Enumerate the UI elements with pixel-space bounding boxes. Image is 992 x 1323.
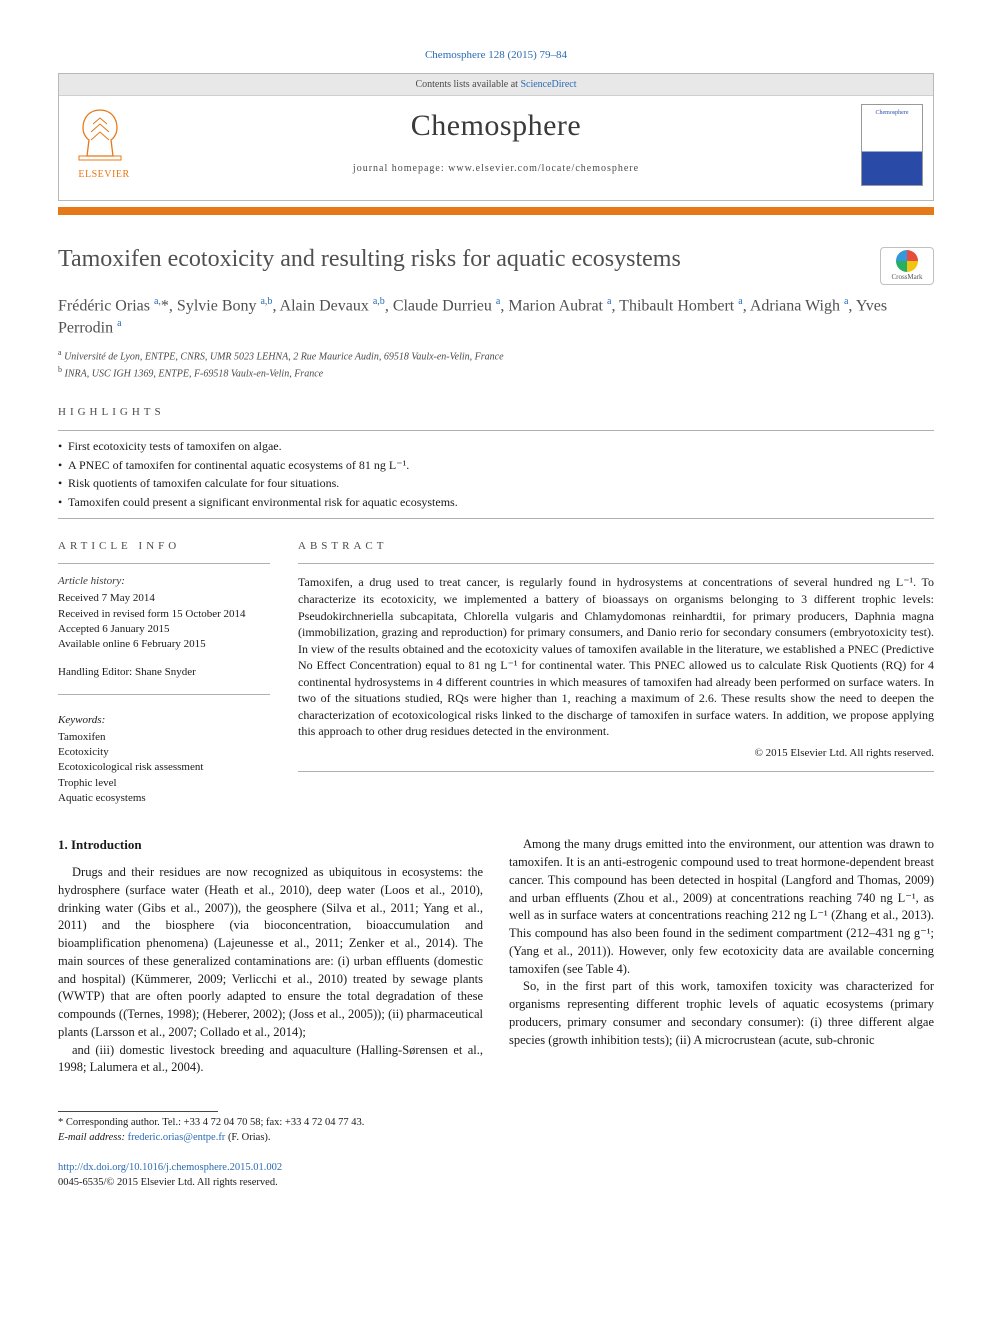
body-paragraph: Among the many drugs emitted into the en… (509, 836, 934, 978)
history-heading: Article history: (58, 574, 270, 589)
article-info-label: ARTICLE INFO (58, 539, 270, 554)
contents-strip: Contents lists available at ScienceDirec… (59, 74, 933, 96)
highlights-label: HIGHLIGHTS (58, 405, 934, 420)
rule (58, 694, 270, 695)
elsevier-logo: ELSEVIER (69, 104, 139, 184)
author-list: Frédéric Orias a,*, Sylvie Bony a,b, Ala… (58, 295, 934, 339)
rule (298, 771, 934, 772)
history-item: Accepted 6 January 2015 (58, 622, 270, 637)
abstract-column: ABSTRACT Tamoxifen, a drug used to treat… (298, 539, 934, 807)
journal-name: Chemosphere (59, 106, 933, 147)
history-item: Received in revised form 15 October 2014 (58, 607, 270, 622)
copyright-line: © 2015 Elsevier Ltd. All rights reserved… (298, 746, 934, 761)
rule (58, 563, 270, 564)
cover-thumb-title: Chemosphere (862, 105, 922, 117)
crossmark-label: CrossMark (891, 273, 922, 282)
keyword: Tamoxifen (58, 730, 270, 745)
highlights-list: First ecotoxicity tests of tamoxifen on … (58, 437, 934, 511)
highlight-item: First ecotoxicity tests of tamoxifen on … (58, 437, 934, 456)
history-item: Received 7 May 2014 (58, 591, 270, 606)
body-paragraph: and (iii) domestic livestock breeding an… (58, 1042, 483, 1078)
journal-homepage: journal homepage: www.elsevier.com/locat… (59, 162, 933, 176)
keyword: Trophic level (58, 776, 270, 791)
corresponding-author: * Corresponding author. Tel.: +33 4 72 0… (58, 1116, 934, 1145)
rule (58, 1111, 218, 1112)
keyword: Ecotoxicological risk assessment (58, 760, 270, 775)
affiliations: a Université de Lyon, ENTPE, CNRS, UMR 5… (58, 347, 934, 382)
crossmark-badge[interactable]: CrossMark (880, 247, 934, 285)
abstract-text: Tamoxifen, a drug used to treat cancer, … (298, 574, 934, 739)
keywords-heading: Keywords: (58, 713, 270, 728)
affiliation-a: a Université de Lyon, ENTPE, CNRS, UMR 5… (58, 347, 934, 364)
article-title: Tamoxifen ecotoxicity and resulting risk… (58, 245, 866, 274)
sciencedirect-link[interactable]: ScienceDirect (520, 79, 576, 90)
crossmark-icon (896, 250, 918, 272)
contents-prefix: Contents lists available at (415, 79, 520, 90)
affiliation-b: b INRA, USC IGH 1369, ENTPE, F-69518 Vau… (58, 364, 934, 381)
highlight-item: Risk quotients of tamoxifen calculate fo… (58, 474, 934, 493)
email-owner: (F. Orias). (225, 1132, 270, 1143)
issn-line: 0045-6535/© 2015 Elsevier Ltd. All right… (58, 1177, 278, 1188)
rule (58, 430, 934, 431)
section-heading: 1. Introduction (58, 836, 483, 854)
rule (58, 518, 934, 519)
keyword: Ecotoxicity (58, 745, 270, 760)
email-link[interactable]: frederic.orias@entpe.fr (128, 1132, 226, 1143)
email-label: E-mail address: (58, 1132, 128, 1143)
footer-block: * Corresponding author. Tel.: +33 4 72 0… (58, 1111, 934, 1191)
highlight-item: Tamoxifen could present a significant en… (58, 493, 934, 512)
body-paragraph: So, in the first part of this work, tamo… (509, 978, 934, 1049)
body-columns: 1. Introduction Drugs and their residues… (58, 836, 934, 1077)
journal-header: Contents lists available at ScienceDirec… (58, 73, 934, 201)
elsevier-tree-icon (69, 104, 131, 162)
handling-editor: Handling Editor: Shane Snyder (58, 665, 270, 680)
elsevier-label: ELSEVIER (69, 168, 139, 182)
highlight-item: A PNEC of tamoxifen for continental aqua… (58, 456, 934, 475)
corr-text: Corresponding author. Tel.: +33 4 72 04 … (63, 1117, 364, 1128)
accent-bar (58, 207, 934, 215)
doi-link[interactable]: http://dx.doi.org/10.1016/j.chemosphere.… (58, 1162, 282, 1173)
keyword: Aquatic ecosystems (58, 791, 270, 806)
abstract-label: ABSTRACT (298, 539, 934, 554)
doi-block: http://dx.doi.org/10.1016/j.chemosphere.… (58, 1161, 934, 1190)
rule (298, 563, 934, 564)
article-info-column: ARTICLE INFO Article history: Received 7… (58, 539, 270, 807)
citation-line: Chemosphere 128 (2015) 79–84 (58, 48, 934, 63)
body-paragraph: Drugs and their residues are now recogni… (58, 864, 483, 1042)
history-item: Available online 6 February 2015 (58, 637, 270, 652)
cover-thumbnail: Chemosphere (861, 104, 923, 186)
